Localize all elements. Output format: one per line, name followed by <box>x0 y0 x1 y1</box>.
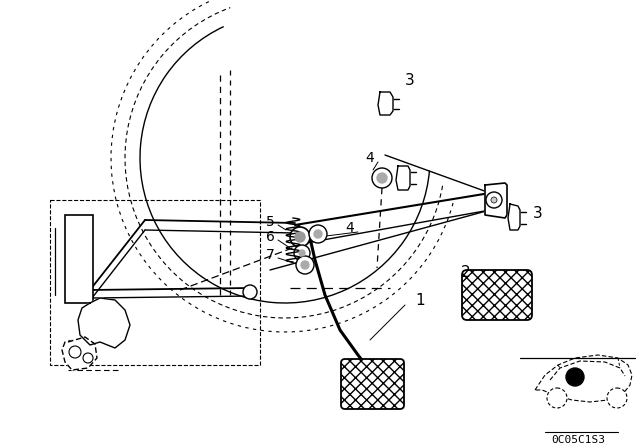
Circle shape <box>547 388 567 408</box>
Circle shape <box>243 285 257 299</box>
Text: 1: 1 <box>415 293 425 307</box>
Text: 4: 4 <box>346 221 355 235</box>
Circle shape <box>314 230 322 238</box>
Circle shape <box>69 346 81 358</box>
Circle shape <box>372 168 392 188</box>
Bar <box>65 215 93 303</box>
Text: 7: 7 <box>266 248 275 262</box>
Polygon shape <box>396 166 410 190</box>
Circle shape <box>299 250 305 256</box>
Circle shape <box>491 197 497 203</box>
Circle shape <box>566 368 584 386</box>
Circle shape <box>607 388 627 408</box>
Text: 3: 3 <box>405 73 415 87</box>
Polygon shape <box>78 298 130 348</box>
Text: 6: 6 <box>266 230 275 244</box>
Circle shape <box>295 232 305 242</box>
Circle shape <box>309 225 327 243</box>
Circle shape <box>486 192 502 208</box>
FancyBboxPatch shape <box>462 270 532 320</box>
Polygon shape <box>485 183 507 218</box>
Circle shape <box>290 227 310 247</box>
Polygon shape <box>62 337 97 370</box>
Circle shape <box>377 173 387 183</box>
FancyBboxPatch shape <box>341 359 404 409</box>
Text: 4: 4 <box>365 151 374 165</box>
Circle shape <box>83 353 93 363</box>
Bar <box>50 200 260 365</box>
Polygon shape <box>508 204 520 230</box>
Text: 0C05C1S3: 0C05C1S3 <box>551 435 605 445</box>
Circle shape <box>296 256 314 274</box>
Text: 2: 2 <box>461 264 471 280</box>
Circle shape <box>301 261 309 269</box>
Circle shape <box>294 245 310 261</box>
Text: 3: 3 <box>533 206 543 220</box>
Text: 5: 5 <box>266 215 275 229</box>
Polygon shape <box>378 92 393 115</box>
